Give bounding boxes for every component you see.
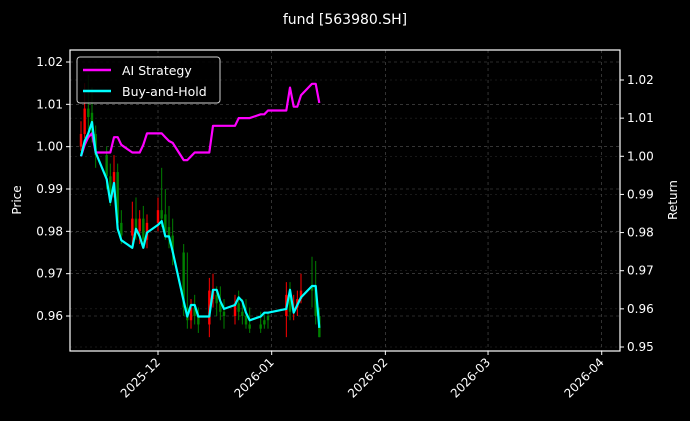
candle-body [120, 222, 123, 236]
y-tick-label-right: 0.95 [627, 340, 654, 354]
y-tick-label-left: 0.96 [36, 309, 63, 323]
y-tick-label-right: 1.02 [627, 73, 654, 87]
candle-body [241, 311, 244, 316]
candle-body [244, 316, 248, 325]
candle-body [171, 235, 174, 253]
legend-label-buy-and-hold: Buy-and-Hold [122, 84, 207, 99]
y-tick-label-left: 0.98 [36, 224, 63, 238]
y-tick-label-right: 0.97 [627, 264, 654, 278]
candle-body [193, 307, 196, 316]
candle-body [266, 316, 270, 321]
legend: AI Strategy Buy-and-Hold [76, 56, 221, 104]
y-axis-left: 0.96 0.97 0.98 0.99 1.00 1.01 1.02 [36, 55, 70, 323]
candle-body [208, 290, 211, 325]
candle-body [233, 303, 237, 316]
candle-body [259, 324, 262, 329]
chart-title: fund [563980.SH] [283, 12, 407, 28]
y-tick-label-right: 0.96 [627, 302, 654, 316]
y-tick-label-right: 0.98 [627, 226, 654, 240]
candle-body [109, 176, 112, 194]
candle-body [105, 155, 108, 177]
candle-body [142, 218, 145, 240]
candle-body [156, 210, 160, 223]
candle-body [288, 294, 292, 312]
candle-body [248, 324, 251, 329]
plot-frame [69, 49, 621, 352]
y-tick-label-right: 0.99 [627, 187, 654, 201]
candle-body [182, 252, 185, 308]
candle-body [134, 218, 138, 232]
candle-body [263, 320, 266, 325]
legend-box [76, 56, 221, 104]
candle-body [167, 227, 171, 236]
y-tick-label-right: 1.00 [627, 149, 654, 163]
candle-body [160, 210, 163, 219]
y-tick-label-left: 1.02 [36, 55, 63, 69]
candle-body [138, 218, 141, 232]
candle-body [79, 133, 83, 147]
candle-body [164, 214, 167, 232]
candle-body [310, 286, 314, 291]
candle-body [197, 316, 200, 325]
y-axis-right: 0.95 0.96 0.97 0.98 0.99 1.00 1.01 1.02 [620, 73, 654, 354]
y-tick-label-left: 1.00 [36, 140, 63, 154]
series-lines [79, 82, 321, 328]
ai-strategy-line [79, 82, 321, 162]
y-axis-label-right: Return [666, 180, 680, 220]
candle-body [116, 172, 119, 223]
candle-body [112, 172, 116, 189]
candle-body [219, 303, 222, 312]
y-axis-label-left: Price [10, 185, 24, 214]
candle-body [131, 218, 134, 236]
buy-and-hold-line [79, 120, 321, 328]
candle-body [314, 286, 317, 316]
candle-body [237, 303, 240, 312]
candle-body [189, 307, 193, 321]
candle-body [299, 290, 303, 300]
y-tick-label-left: 0.97 [36, 267, 63, 281]
y-tick-label-left: 1.01 [36, 97, 63, 111]
candle-body [83, 108, 86, 134]
y-tick-label-right: 1.01 [627, 111, 654, 125]
candle-body [215, 294, 218, 304]
y-tick-label-left: 0.99 [36, 182, 63, 196]
candle-body [87, 108, 90, 118]
candle-body [222, 311, 226, 316]
legend-label-ai-strategy: AI Strategy [122, 63, 192, 78]
